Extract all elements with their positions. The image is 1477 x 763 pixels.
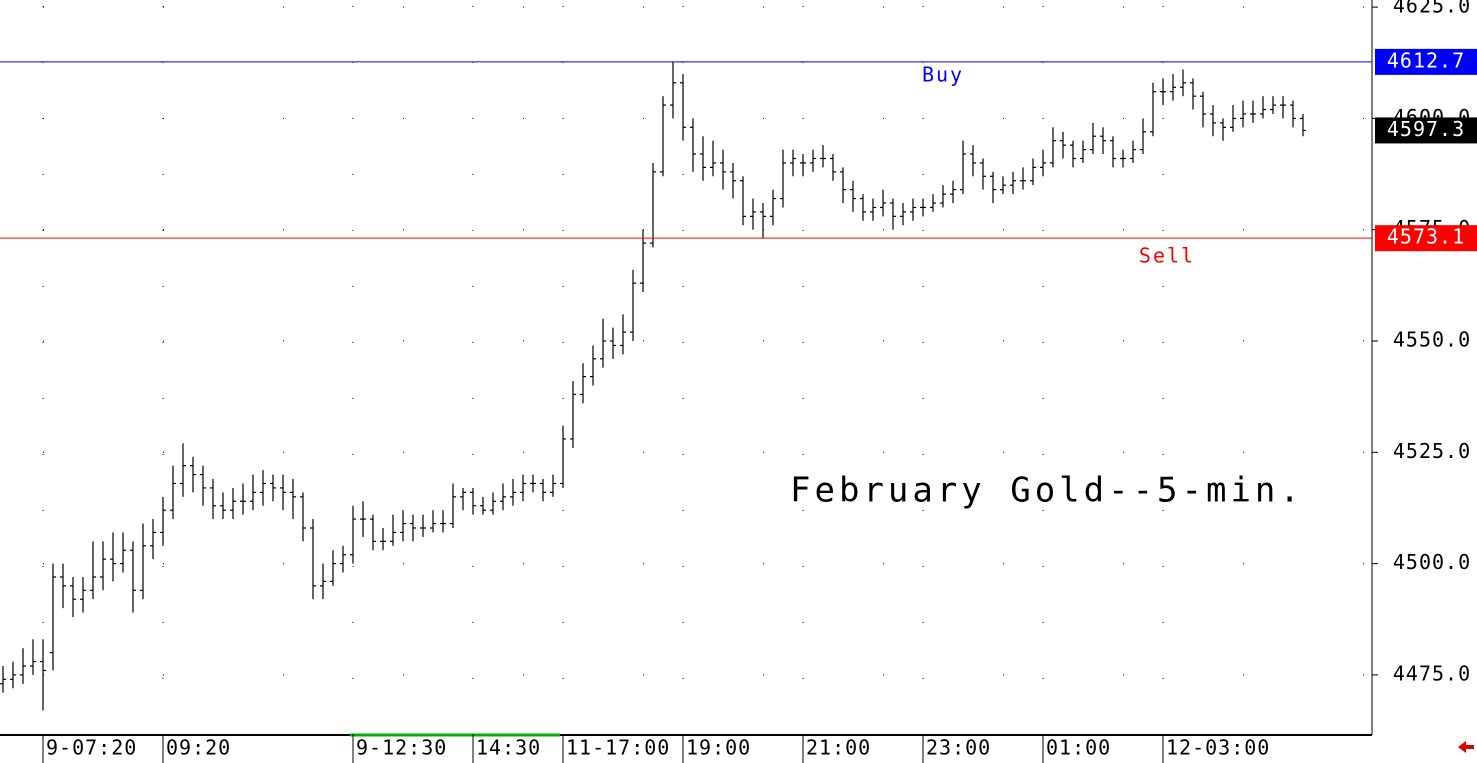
x-tick-label: 9-07:20 — [46, 736, 137, 760]
last-price-tag — [1375, 117, 1477, 144]
y-tick-label: 4550.0 — [1393, 328, 1471, 352]
x-tick-label: 19:00 — [686, 736, 751, 760]
scroll-arrow[interactable] — [1458, 741, 1474, 753]
x-tick-label: 9-12:30 — [356, 736, 447, 760]
chart-title: February Gold--5-min. — [790, 471, 1304, 511]
y-tick-label: 4475.0 — [1393, 661, 1471, 685]
x-tick-label: 11-17:00 — [566, 736, 670, 760]
y-tick-label: 4625.0 — [1393, 0, 1471, 18]
x-tick-label: 09:20 — [166, 736, 231, 760]
last-price-label: 4597.3 — [1387, 117, 1465, 141]
x-tick-label: 14:30 — [476, 736, 541, 760]
price-tag-label: 4612.7 — [1387, 48, 1465, 72]
x-tick-label: 21:00 — [806, 736, 871, 760]
x-tick-label: 12-03:00 — [1166, 736, 1270, 760]
x-tick-label: 23:00 — [926, 736, 991, 760]
x-tick-label: 01:00 — [1046, 736, 1111, 760]
level-label: Sell — [1139, 244, 1195, 268]
level-label: Buy — [922, 62, 964, 86]
y-tick-label: 4525.0 — [1393, 439, 1471, 463]
price-tag-label: 4573.1 — [1387, 225, 1465, 249]
price-tag — [1375, 48, 1477, 75]
y-tick-label: 4500.0 — [1393, 550, 1471, 574]
price-tag — [1375, 225, 1477, 252]
